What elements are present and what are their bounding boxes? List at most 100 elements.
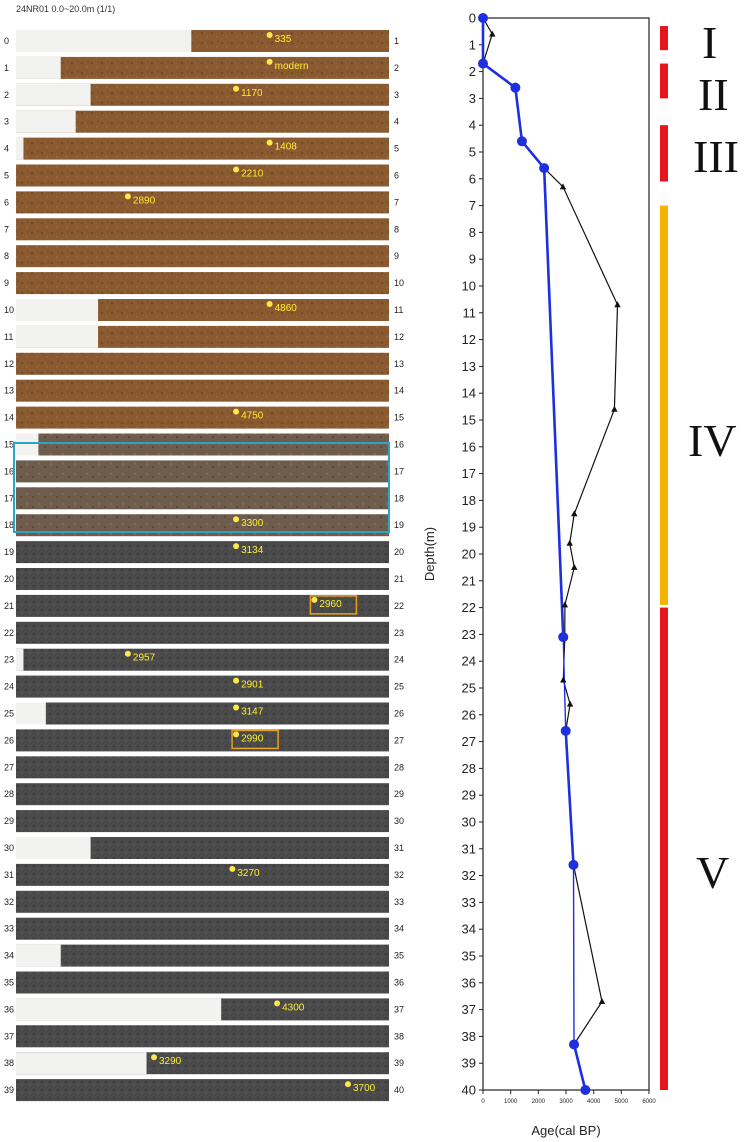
sample-age-label: 2890	[133, 195, 156, 206]
sample-dot	[266, 58, 273, 65]
core-segment	[16, 756, 389, 779]
sample-dot	[151, 1054, 158, 1061]
core-depth-top: 30	[4, 843, 14, 853]
core-depth-bottom: 32	[394, 870, 404, 880]
model-segment	[514, 87, 524, 142]
core-depth-bottom: 13	[394, 359, 404, 369]
sample-age-label: 1408	[275, 142, 298, 153]
y-tick-label: 28	[462, 761, 476, 776]
core-depth-top: 25	[4, 709, 14, 719]
core-row: 10 11	[4, 299, 403, 321]
sample-dot	[233, 85, 240, 92]
sample-dot	[266, 32, 273, 38]
core-depth-top: 13	[4, 386, 14, 396]
core-row: 39 40	[4, 1079, 404, 1102]
sample-dot	[229, 865, 236, 872]
core-depth-bottom: 27	[394, 735, 404, 745]
sample-dot	[124, 650, 131, 657]
sample-age-label: modern	[275, 61, 309, 72]
sample-dot	[124, 193, 131, 200]
core-segment	[16, 460, 389, 483]
y-tick-label: 15	[462, 413, 476, 428]
y-tick-label: 4	[469, 118, 476, 133]
core-segment	[16, 433, 389, 456]
y-tick-label: 16	[462, 439, 476, 454]
y-tick-label: 35	[462, 949, 476, 964]
core-segment	[16, 783, 389, 806]
zone-bar	[660, 125, 668, 182]
core-depth-top: 16	[4, 466, 14, 476]
core-row: 24 25	[4, 675, 404, 698]
core-depth-bottom: 37	[394, 1004, 404, 1014]
core-segment	[16, 379, 389, 402]
core-depth-top: 1	[4, 63, 9, 73]
core-depth-bottom: 30	[394, 816, 404, 826]
measured-point	[614, 301, 621, 308]
sample-dot	[233, 516, 240, 523]
core-title: 24NR01 0.0~20.0m (1/1)	[16, 4, 115, 14]
model-segment	[482, 62, 517, 89]
core-depth-top: 15	[4, 440, 14, 450]
core-depth-bottom: 11	[394, 305, 403, 315]
core-segment	[16, 110, 389, 133]
y-tick-label: 13	[462, 359, 476, 374]
model-point	[478, 13, 488, 23]
core-depth-bottom: 18	[394, 493, 404, 503]
core-depth-bottom: 25	[394, 682, 404, 692]
core-depth-top: 31	[4, 870, 14, 880]
core-row: 34 35	[4, 944, 404, 967]
x-tick-label: 4000	[587, 1099, 601, 1105]
core-segment	[16, 810, 389, 833]
core-segment	[16, 164, 389, 187]
core-depth-top: 4	[4, 144, 9, 154]
sample-age-label: 2990	[241, 733, 264, 744]
core-empty-section	[16, 299, 99, 321]
y-tick-label: 19	[462, 520, 476, 535]
core-empty-section	[16, 83, 91, 106]
y-tick-label: 18	[462, 493, 476, 508]
core-segment	[16, 514, 389, 537]
core-row: 17 18	[4, 487, 404, 510]
y-tick-label: 8	[469, 225, 476, 240]
core-row: 36 37	[4, 998, 404, 1021]
core-depth-top: 38	[4, 1058, 14, 1068]
core-empty-section	[16, 944, 61, 967]
zone-bar	[660, 26, 668, 51]
core-row: 12 13	[4, 352, 404, 375]
core-row: 37 38	[4, 1025, 404, 1048]
core-empty-section	[16, 30, 192, 52]
core-depth-top: 32	[4, 897, 14, 907]
y-tick-label: 33	[462, 895, 476, 910]
core-segment	[16, 648, 389, 671]
y-tick-label: 26	[462, 707, 476, 722]
y-axis-title: Depth(m)	[422, 527, 437, 581]
core-row: 13 14	[4, 379, 404, 402]
core-depth-top: 36	[4, 1004, 14, 1014]
zone-label: I	[702, 17, 717, 68]
y-tick-label: 2	[469, 64, 476, 79]
core-segment	[16, 594, 389, 617]
y-tick-label: 24	[462, 654, 476, 669]
zone-label: V	[696, 847, 729, 898]
sample-age-label: 2957	[133, 653, 156, 664]
core-segment	[16, 971, 389, 994]
y-tick-label: 25	[462, 681, 476, 696]
core-depth-top: 6	[4, 197, 9, 207]
core-segment	[16, 837, 389, 859]
core-depth-bottom: 22	[394, 601, 404, 611]
core-depth-bottom: 5	[394, 144, 399, 154]
core-depth-bottom: 23	[394, 628, 404, 638]
core-depth-bottom: 2	[394, 63, 399, 73]
y-tick-label: 22	[462, 600, 476, 615]
sample-age-label: 3134	[241, 545, 264, 556]
y-tick-label: 32	[462, 868, 476, 883]
core-segment	[16, 917, 389, 940]
core-segment	[16, 272, 389, 295]
core-row: 23 24	[4, 648, 404, 671]
core-empty-section	[16, 137, 24, 160]
y-tick-label: 27	[462, 734, 476, 749]
y-tick-label: 10	[462, 279, 476, 294]
core-depth-bottom: 40	[394, 1085, 404, 1095]
